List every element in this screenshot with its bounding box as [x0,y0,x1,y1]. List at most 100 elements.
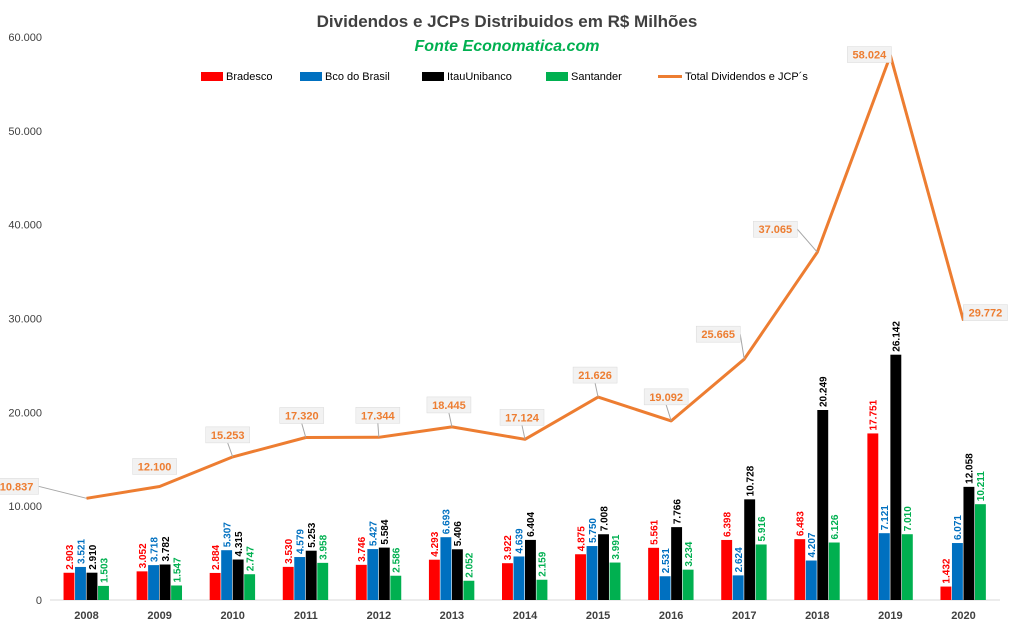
y-tick-label: 30.000 [8,314,42,326]
legend-label: Bradesco [226,71,272,83]
bar [367,549,379,600]
total-label-box [499,409,545,426]
bar-value-label: 6.483 [796,511,807,536]
total-label-leader [377,423,380,438]
x-tick-label: 2016 [659,610,683,622]
legend-swatch [546,72,568,81]
bar [428,559,440,600]
bar [817,409,829,600]
bar-value-label: 5.406 [453,521,464,546]
total-value-label: 29.772 [969,308,1003,320]
bar [525,539,536,600]
total-label-box [847,46,892,63]
total-label-box [572,366,618,384]
bar [867,433,879,600]
legend-swatch [201,72,223,81]
total-value-label: 25.665 [701,329,735,341]
bar [901,534,913,600]
bar-value-label: 7.010 [903,506,914,531]
bar-value-label: 5.427 [369,521,380,546]
bar-value-label: 3.782 [161,536,172,561]
bar [148,565,160,600]
bar [451,549,463,600]
x-tick-label: 2015 [586,610,610,622]
x-tick-label: 2011 [294,610,318,622]
bar-value-label: 10.211 [976,471,987,501]
total-value-label: 18.445 [432,400,466,412]
bar [940,586,952,600]
bar [513,556,525,600]
legend-label: Bco do Brasil [325,71,390,83]
total-label-leader [594,382,599,398]
total-label-leader [38,485,87,499]
bar [463,580,475,600]
bar [440,537,452,600]
bar-value-label: 4.639 [515,528,526,553]
bar-value-label: 5.253 [307,522,318,547]
bar-value-label: 2.624 [734,547,745,572]
bar [502,563,513,600]
bar-value-label: 6.071 [953,515,964,540]
bar [682,569,694,600]
bar [609,562,621,600]
x-tick-label: 2013 [440,610,464,622]
bar [732,575,744,600]
bar-value-label: 5.584 [380,519,391,544]
bar [221,550,233,600]
bar-value-label: 7.008 [599,506,610,531]
total-label-leader [665,404,672,422]
bar-value-label: 3.922 [503,535,514,560]
x-tick-label: 2019 [878,610,902,622]
bar-value-label: 1.547 [172,557,183,582]
total-value-label: 17.344 [361,410,396,422]
x-tick-label: 2010 [220,610,244,622]
bar-value-label: 2.586 [392,547,403,572]
bar [659,576,671,600]
bar [305,550,317,600]
y-tick-label: 40.000 [8,220,42,232]
bar [671,527,683,600]
bar-value-label: 20.249 [819,376,830,407]
bar-value-label: 10.728 [745,465,756,496]
bar-value-label: 3.521 [76,538,87,563]
bar-value-label: 3.991 [611,534,622,559]
bar-value-label: 4.875 [576,526,587,551]
total-label-leader [227,442,234,458]
total-label-leader [301,423,307,438]
legend-swatch [300,72,322,81]
bar [828,542,840,600]
bar-value-label: 4.207 [807,532,818,557]
bar-value-label: 5.750 [588,518,599,543]
bar [890,354,902,600]
bar-value-label: 2.159 [538,551,549,576]
bar [794,539,806,600]
y-tick-label: 60.000 [8,32,42,44]
total-label-box [426,396,472,414]
bar-value-label: 7.766 [672,499,683,524]
y-tick-label: 0 [36,595,42,607]
bar-value-label: 2.531 [661,548,672,573]
total-value-label: 19.092 [649,392,683,404]
bar [378,547,390,600]
bar [317,562,329,600]
bar-value-label: 1.503 [99,557,110,582]
bar [805,560,817,600]
bar [86,572,98,600]
x-tick-label: 2008 [74,610,98,622]
bar-value-label: 1.432 [942,558,953,583]
x-tick-label: 2009 [147,610,171,622]
total-label-leader [796,228,818,253]
y-axis: 0 10.000 20.000 30.000 40.000 50.000 60.000 [8,32,42,607]
bar [244,574,256,600]
total-value-label: 17.124 [505,412,540,424]
total-label-box [279,407,325,424]
total-value-label: 21.626 [578,370,612,382]
total-label-leader [521,425,526,440]
bar [75,566,86,600]
bar-value-label: 6.398 [722,512,733,537]
bar-value-label: 26.142 [892,321,903,352]
bar-value-label: 6.693 [442,509,453,534]
bar-value-label: 3.234 [684,541,695,566]
